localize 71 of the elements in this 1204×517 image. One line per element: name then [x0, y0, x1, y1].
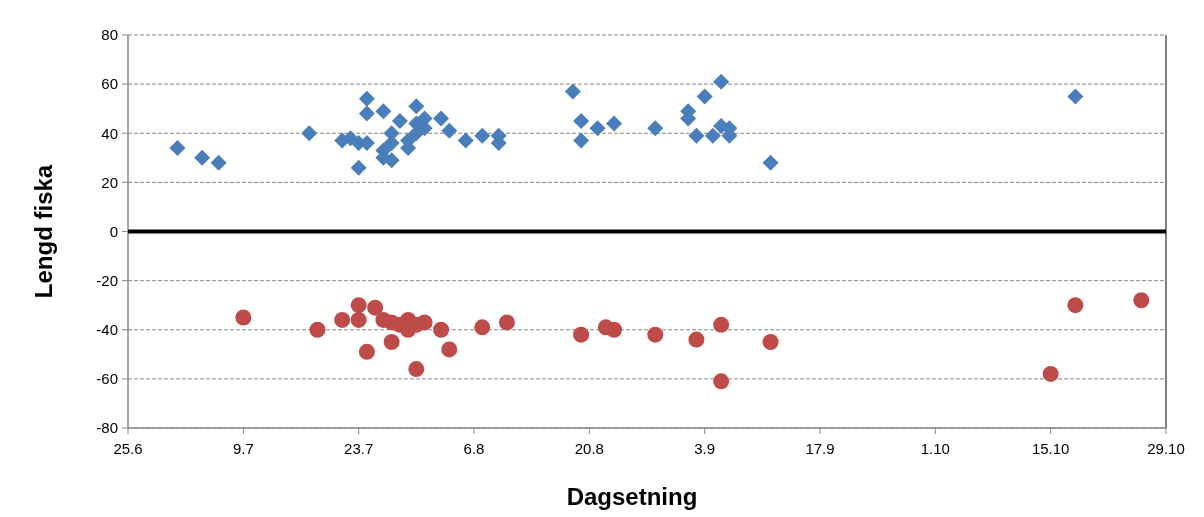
y-tick-label: 60: [101, 75, 118, 93]
x-tick-label: 17.9: [805, 440, 835, 457]
point: [441, 341, 458, 358]
point: [391, 112, 408, 129]
point: [441, 122, 458, 139]
point: [350, 297, 367, 314]
point: [589, 120, 606, 137]
point: [408, 361, 425, 378]
x-axis-title: Dagsetning: [566, 483, 698, 510]
point: [1042, 365, 1059, 382]
point: [408, 98, 425, 115]
point: [375, 103, 392, 120]
point: [350, 311, 367, 328]
y-axis-title: Lengd fiska: [30, 164, 57, 299]
point: [713, 316, 730, 333]
point: [762, 154, 779, 171]
point: [1133, 292, 1150, 309]
y-tick-label: -40: [96, 321, 118, 338]
point: [688, 127, 705, 144]
point: [647, 120, 664, 137]
point: [334, 311, 351, 328]
x-tick-label: 29.10: [1147, 440, 1185, 457]
y-tick-label: -80: [96, 419, 118, 437]
y-tick-label: 0: [109, 222, 118, 240]
point: [309, 321, 326, 338]
x-tick-label: 25.6: [113, 440, 143, 457]
point: [606, 115, 623, 132]
point: [350, 159, 367, 176]
point: [358, 105, 375, 122]
point: [433, 110, 450, 127]
point: [647, 326, 664, 343]
point: [498, 314, 515, 331]
point: [433, 321, 450, 338]
y-tick-label: 40: [101, 124, 118, 142]
point: [713, 373, 730, 390]
point: [688, 331, 705, 348]
point: [696, 88, 713, 105]
x-tick-label: 23.7: [344, 440, 374, 457]
x-tick-label: 15.10: [1031, 440, 1070, 457]
point: [416, 314, 433, 331]
point: [573, 112, 590, 129]
y-tick-label: -60: [96, 370, 118, 388]
x-tick-label: 9.7: [232, 440, 254, 457]
point: [383, 334, 400, 351]
y-tick-label: 80: [101, 26, 118, 44]
point: [762, 334, 779, 351]
point: [1067, 88, 1084, 105]
x-tick-label: 20.8: [574, 440, 604, 457]
point: [573, 326, 590, 343]
point: [713, 73, 730, 90]
point: [301, 125, 318, 142]
point: [194, 149, 211, 166]
point: [564, 83, 581, 100]
point: [457, 132, 474, 149]
x-tick-label: 3.9: [694, 440, 716, 457]
point: [367, 299, 384, 316]
x-tick-label: 6.8: [463, 440, 485, 457]
x-tick-label: 1.10: [920, 440, 950, 457]
point: [358, 343, 375, 360]
y-tick-label: -20: [96, 271, 118, 289]
point: [474, 319, 491, 336]
point: [1067, 297, 1084, 314]
point: [474, 127, 491, 144]
point: [606, 321, 623, 338]
point: [704, 127, 721, 144]
point: [169, 139, 186, 156]
y-tick-label: 20: [101, 173, 118, 191]
point: [573, 132, 590, 149]
point: [358, 90, 375, 107]
point: [210, 154, 227, 171]
point: [235, 309, 252, 326]
